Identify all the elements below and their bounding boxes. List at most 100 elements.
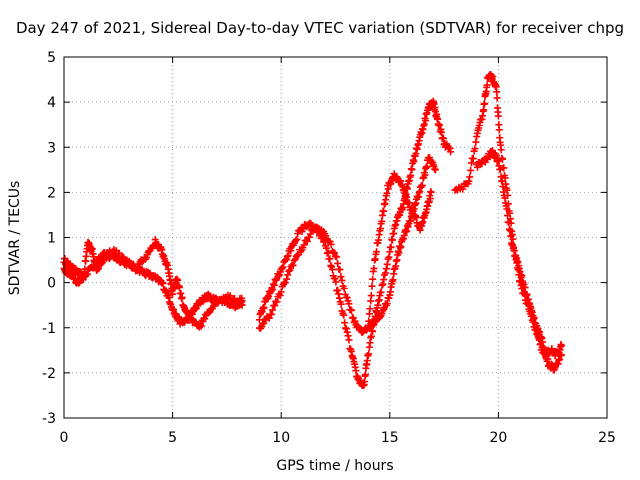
- data-point: [284, 271, 292, 279]
- data-point: [271, 302, 279, 310]
- data-point: [471, 145, 479, 153]
- data-point: [127, 259, 135, 267]
- y-tick-label: 5: [47, 50, 56, 66]
- data-point: [269, 306, 277, 314]
- data-point: [373, 248, 381, 256]
- data-point: [338, 276, 346, 284]
- data-point: [467, 159, 475, 167]
- y-tick-label: -2: [42, 366, 56, 382]
- data-point: [521, 284, 529, 292]
- data-point: [278, 264, 286, 272]
- data-point: [330, 249, 338, 257]
- data-point: [380, 207, 388, 215]
- data-point: [436, 121, 444, 129]
- data-point: [334, 259, 342, 267]
- data-point: [544, 355, 552, 363]
- data-point: [305, 233, 313, 241]
- y-tick-label: 1: [47, 231, 56, 247]
- data-point: [348, 306, 356, 314]
- data-point: [380, 276, 388, 284]
- data-point: [557, 342, 565, 350]
- series-track-c: [255, 97, 455, 390]
- data-point: [366, 305, 374, 313]
- data-point: [351, 317, 359, 325]
- y-tick-label: 4: [47, 95, 56, 111]
- chart-title: Day 247 of 2021, Sidereal Day-to-day VTE…: [16, 19, 624, 37]
- data-point: [260, 304, 268, 312]
- data-point: [384, 185, 392, 193]
- data-point: [507, 232, 515, 240]
- data-point: [285, 267, 293, 275]
- data-point: [459, 185, 467, 193]
- x-tick-label: 15: [381, 430, 399, 446]
- data-point: [447, 148, 455, 156]
- data-point: [500, 164, 508, 172]
- y-tick-label: 3: [47, 140, 56, 156]
- x-tick-label: 10: [272, 430, 290, 446]
- data-point: [159, 279, 167, 287]
- data-point: [341, 319, 349, 327]
- data-point: [503, 205, 511, 213]
- data-point: [387, 243, 395, 251]
- data-point: [196, 321, 204, 329]
- data-point: [76, 278, 84, 286]
- data-point: [269, 286, 277, 294]
- data-point: [115, 249, 123, 257]
- data-point: [345, 300, 353, 308]
- data-point: [385, 253, 393, 261]
- data-point: [367, 292, 375, 300]
- data-point: [287, 247, 295, 255]
- data-point: [133, 266, 141, 274]
- data-point: [426, 195, 434, 203]
- data-point: [275, 272, 283, 280]
- data-point: [492, 152, 500, 160]
- data-point: [226, 292, 234, 300]
- data-point: [279, 263, 287, 271]
- data-point: [497, 146, 505, 154]
- data-point: [273, 298, 281, 306]
- data-point: [322, 232, 330, 240]
- data-point: [377, 288, 385, 296]
- data-point: [493, 88, 501, 96]
- data-point: [504, 212, 512, 220]
- data-point: [92, 260, 100, 268]
- data-point: [505, 219, 513, 227]
- x-tick-label: 0: [60, 430, 69, 446]
- data-point: [407, 171, 415, 179]
- data-point: [379, 280, 387, 288]
- data-point: [272, 276, 280, 284]
- data-point: [307, 230, 315, 238]
- y-tick-label: -1: [42, 321, 56, 337]
- data-point: [259, 320, 267, 328]
- data-point: [369, 275, 377, 283]
- series-track-b: [60, 236, 246, 331]
- data-point: [83, 270, 91, 278]
- data-point: [369, 327, 377, 335]
- data-point: [327, 240, 335, 248]
- data-point: [328, 266, 336, 274]
- data-point: [332, 278, 340, 286]
- data-point: [422, 117, 430, 125]
- data-point: [352, 367, 360, 375]
- data-point: [431, 166, 439, 174]
- data-point: [212, 294, 220, 302]
- x-tick-label: 20: [489, 430, 507, 446]
- data-point: [383, 299, 391, 307]
- data-point: [276, 291, 284, 299]
- data-point: [289, 261, 297, 269]
- y-tick-label: 0: [47, 276, 56, 292]
- data-point: [496, 165, 504, 173]
- data-point: [368, 282, 376, 290]
- data-point: [334, 286, 342, 294]
- y-ticks: -3 -2 -1 0 1 2 3 4 5: [42, 50, 607, 427]
- data-point: [365, 317, 373, 325]
- data-point: [395, 249, 403, 257]
- data-point: [437, 128, 445, 136]
- data-point: [480, 100, 488, 108]
- x-tick-label: 25: [598, 430, 616, 446]
- data-point: [327, 262, 335, 270]
- data-point: [427, 188, 435, 196]
- data-point: [365, 350, 373, 358]
- data-point: [472, 138, 480, 146]
- data-point: [383, 260, 391, 268]
